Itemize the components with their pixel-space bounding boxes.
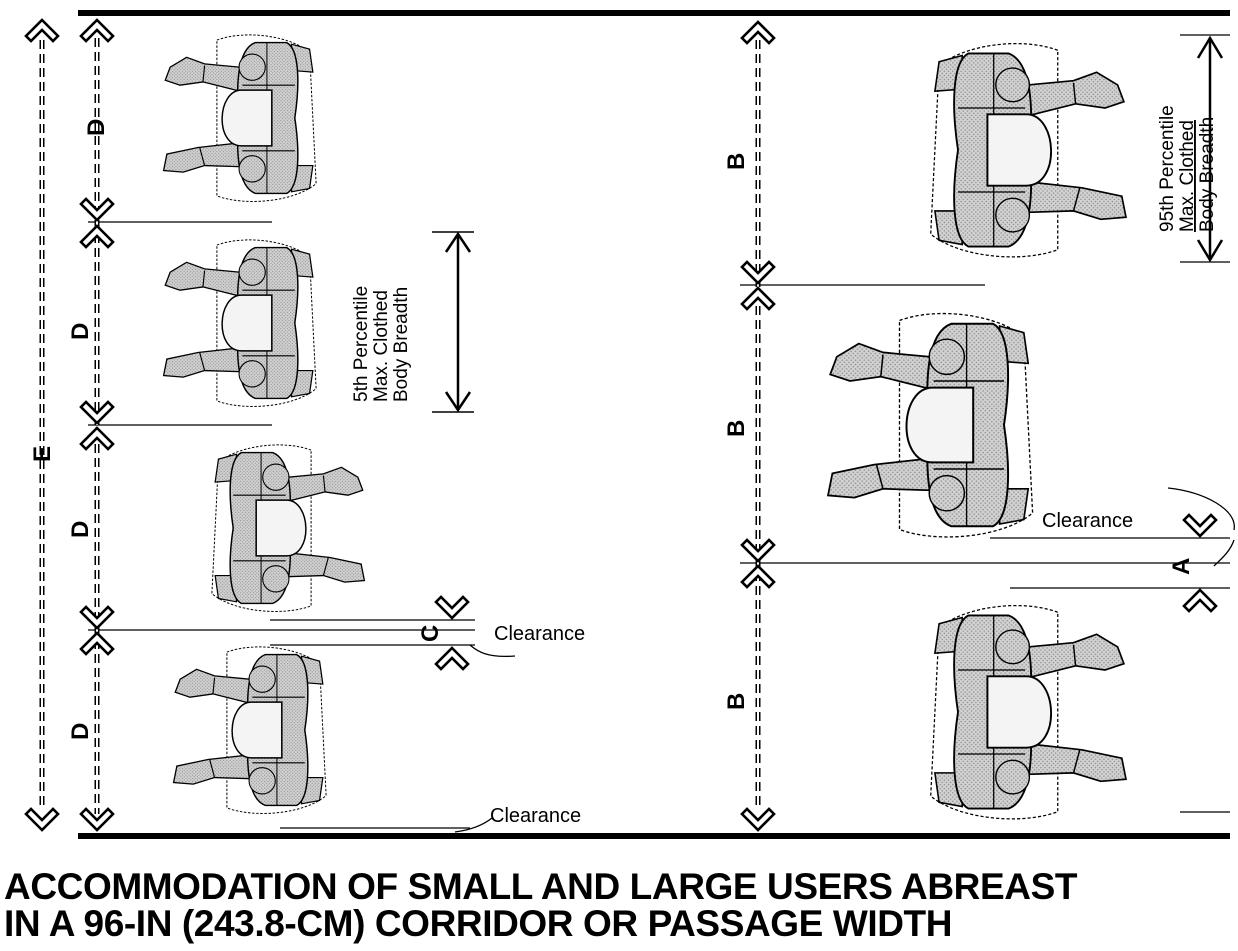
large-user-figure-3 [929, 604, 1127, 820]
label-d-4: D [67, 723, 94, 740]
figure-caption: ACCOMMODATION OF SMALL AND LARGE USERS A… [4, 868, 1234, 942]
label-d-2: D [67, 323, 94, 340]
label-d-1: D [83, 119, 110, 136]
pct95-label-line2: Max. Clothed [1177, 120, 1198, 232]
pct95-breadth-arrow [1196, 35, 1224, 263]
dimension-a-arrow-top [1182, 513, 1218, 538]
pct5-label-line2: Max. Clothed [371, 290, 392, 402]
pct95-label: 95th Percentile Max. Clothed Body Breadt… [1157, 105, 1218, 232]
pct95-label-line1: 95th Percentile [1157, 105, 1178, 232]
small-user-figure-1 [162, 34, 317, 203]
label-e: E [29, 446, 56, 462]
clearance-label-a: Clearance [1042, 510, 1133, 532]
dimension-c-arrow-top [434, 595, 470, 620]
pct5-label-line3: Body Breadth [391, 287, 412, 402]
label-b-1: B [723, 153, 750, 170]
dimension-c-arrow-bottom [434, 646, 470, 671]
pct5-label-line1: 5th Percentile [351, 286, 372, 402]
clearance-label-c: Clearance [494, 623, 585, 645]
label-c: C [417, 625, 444, 642]
large-user-figure-1 [929, 42, 1127, 258]
label-a: A [1168, 558, 1195, 575]
pct95-label-line3: Body Breadth [1197, 117, 1218, 232]
dimension-a-arrow-bottom [1182, 588, 1218, 613]
large-user-figure-2 [827, 312, 1034, 538]
small-user-figure-4 [172, 646, 327, 815]
caption-line-1: ACCOMMODATION OF SMALL AND LARGE USERS A… [4, 866, 1078, 907]
pct5-label: 5th Percentile Max. Clothed Body Breadth [351, 286, 412, 402]
dimension-d-lines [79, 18, 115, 832]
dimension-b-lines [740, 20, 776, 832]
clearance-label-bottom: Clearance [490, 805, 581, 827]
corridor-diagram: E D D D D C B B B A Clearance Clearance … [24, 10, 1235, 839]
caption-line-2: IN A 96-IN (243.8-CM) CORRIDOR OR PASSAG… [4, 903, 953, 944]
small-user-figure-2 [162, 239, 317, 408]
dimension-e-line [24, 18, 60, 832]
label-b-2: B [723, 420, 750, 437]
pct5-breadth-arrow [432, 231, 474, 413]
label-d-3: D [67, 521, 94, 538]
small-user-figure-3 [211, 444, 366, 613]
label-b-3: B [723, 693, 750, 710]
